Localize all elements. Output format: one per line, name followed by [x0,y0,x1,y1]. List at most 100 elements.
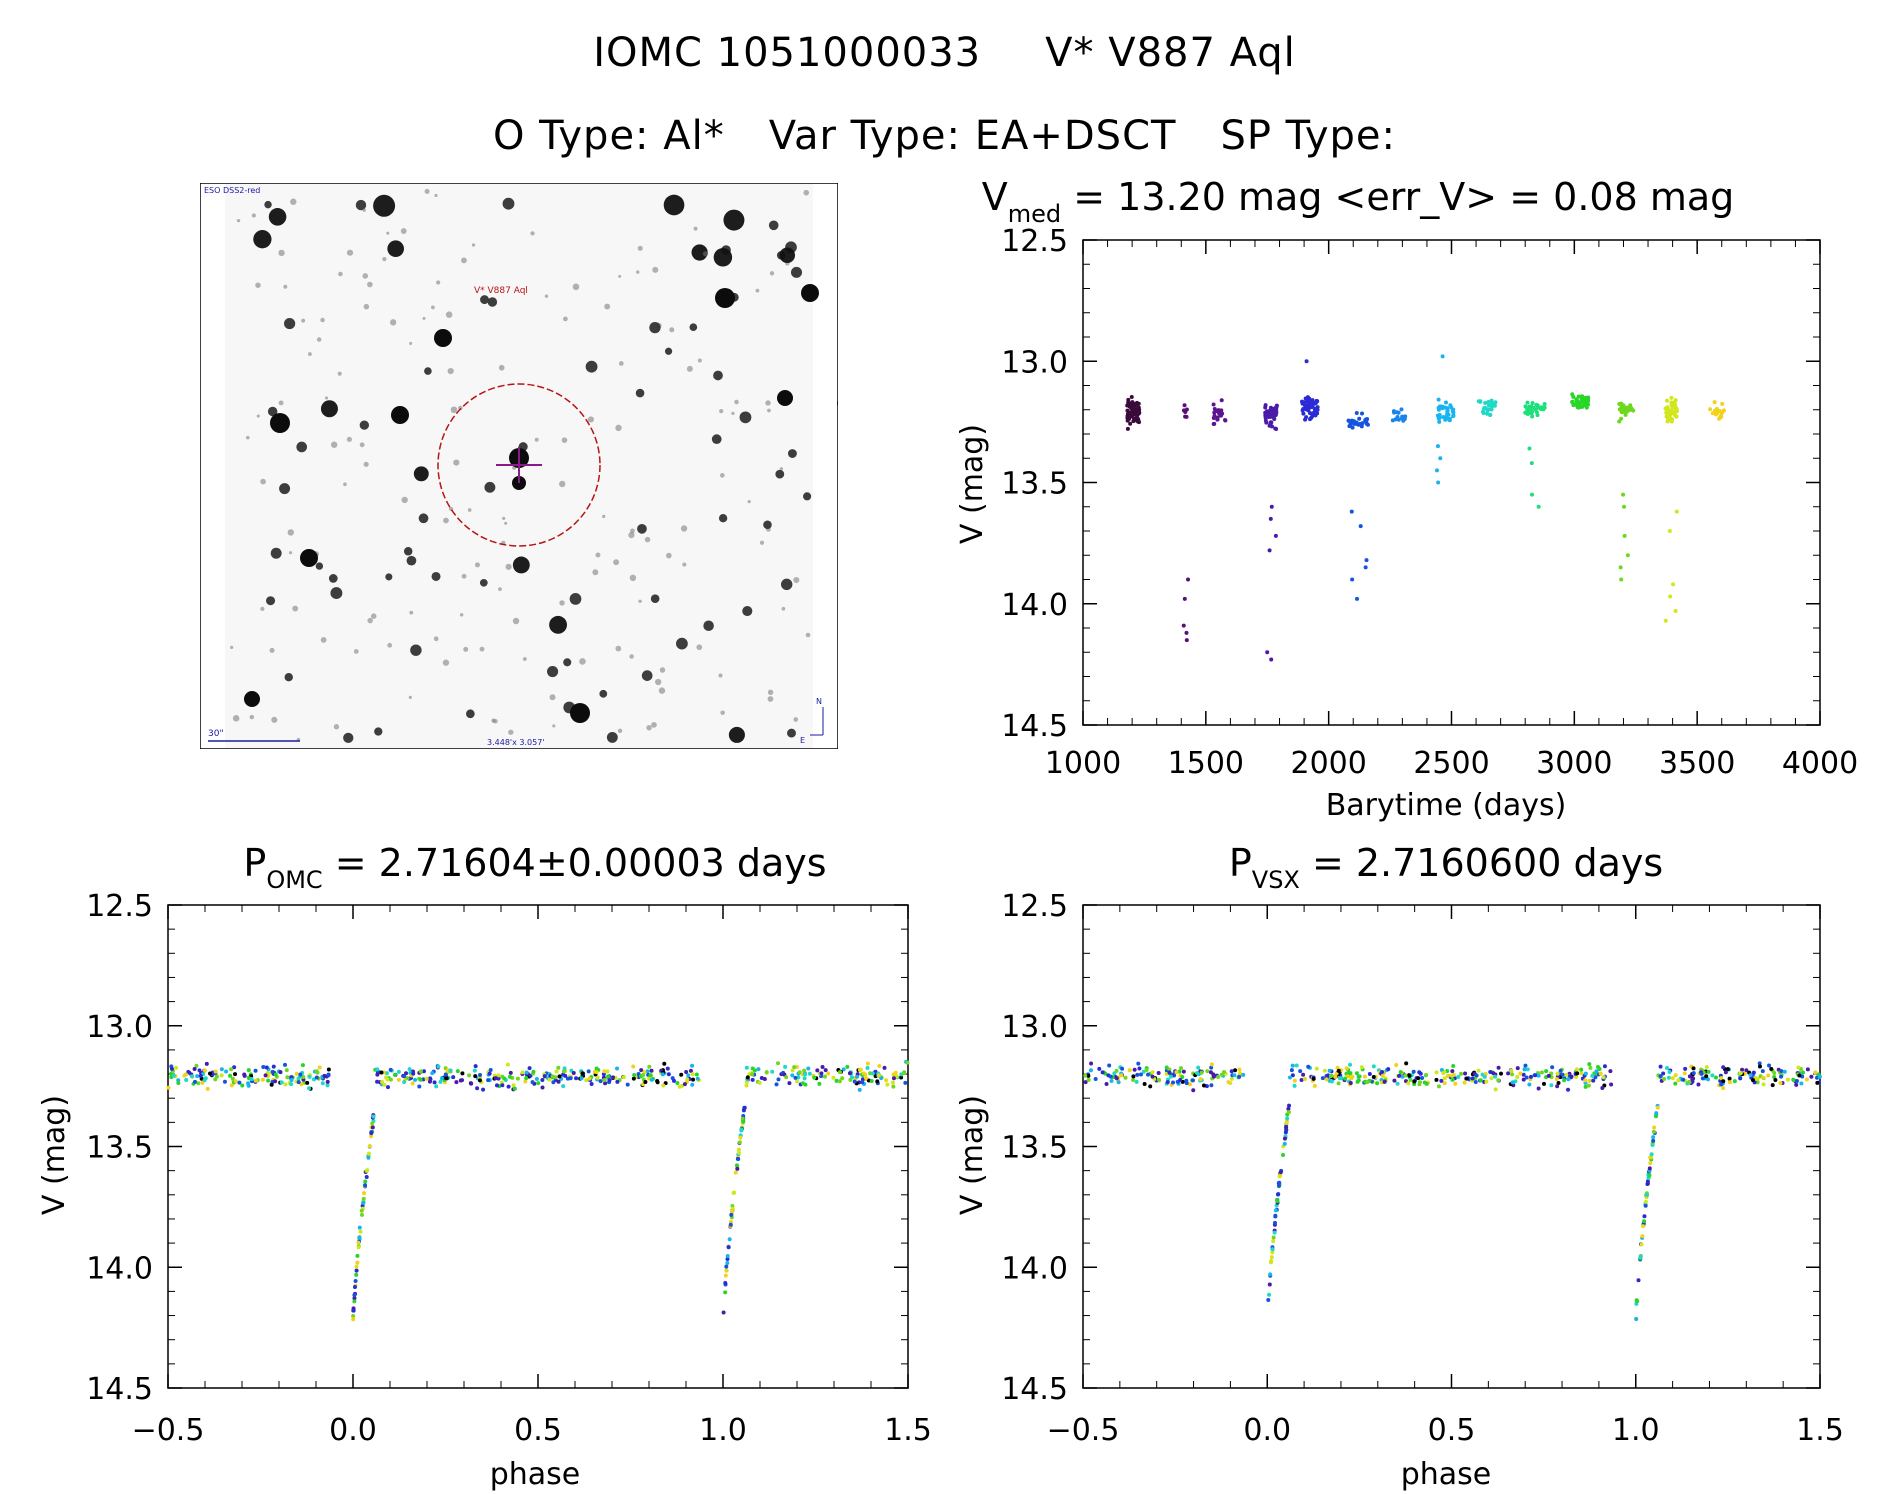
phase_vsx-point [1144,1068,1149,1073]
phase_omc-point [815,1068,820,1073]
phase-vsx-ylabel: V (mag) [955,1095,990,1215]
phase_omc-point [224,1069,229,1074]
lightcurve-point [1580,394,1585,399]
phase_vsx-point [1658,1074,1663,1079]
phase_vsx-point [1704,1074,1709,1079]
phase_vsx-point [1597,1066,1602,1071]
phase_vsx-point [1761,1082,1766,1087]
lightcurve-xtick-label: 2000 [1290,746,1366,781]
sky-star [723,209,745,231]
phase_vsx-point [1634,1298,1639,1303]
phase_omc-point [183,1072,188,1077]
lightcurve-point [1669,404,1674,409]
phase_vsx-point [1794,1079,1799,1084]
phase_vsx-point [1371,1075,1376,1080]
lightcurve-point [1480,409,1485,414]
lightcurve-point [1451,413,1456,418]
phase_vsx-point [1142,1081,1147,1086]
sky-star [587,416,594,423]
sky-star [453,459,460,466]
lightcurve-point [1128,421,1133,426]
lightcurve-point [1359,424,1364,429]
sky-star [650,594,660,603]
lightcurve-xtick-label: 1000 [1045,746,1121,781]
phase_omc-point [733,1170,738,1175]
phase_vsx-point [1285,1116,1290,1121]
phase_vsx-point [1418,1071,1423,1076]
phase_vsx-point [1083,1073,1088,1078]
phase_omc-point [523,1079,528,1084]
lightcurve-point [1447,416,1452,421]
phase_vsx-point [1569,1074,1574,1079]
phase_omc-point [427,1079,432,1084]
phase_omc-point [430,1071,435,1076]
phase_omc-point [817,1081,822,1086]
sky-star [480,295,489,305]
phase_omc-point [860,1077,865,1082]
phase_omc-point [361,1196,366,1201]
phase_vsx-point [1403,1073,1408,1078]
phase_omc-point [524,1076,529,1081]
phase_vsx-xtick-label: 1.0 [1612,1413,1660,1448]
lightcurve-ytick-label: 14.5 [1001,709,1068,744]
phase_vsx-point [1757,1061,1762,1066]
sky-star [230,645,234,650]
phase_omc-point [877,1064,882,1069]
sky-star [659,667,666,673]
figure-title-line2: O Type: Al* Var Type: EA+DSCT SP Type: [0,113,1889,159]
phase_omc-point [432,1080,437,1085]
phase_vsx-point [1135,1072,1140,1077]
sky-star [337,371,342,376]
phase_omc-point [362,1191,367,1196]
lightcurve-point [1350,425,1355,430]
phase_omc-point [445,1067,450,1072]
lightcurve-point [1304,359,1309,364]
sky-star [278,400,284,406]
phase_vsx-point [1634,1317,1639,1322]
phase_omc-point [273,1079,278,1084]
phase_vsx-point [1665,1065,1670,1070]
phase_vsx-point [1639,1242,1644,1247]
phase_omc-point [574,1076,579,1081]
phase_omc-point [494,1083,499,1088]
phase_omc-point [299,1082,304,1087]
phase_vsx-point [1177,1069,1182,1074]
phase_vsx-point [1673,1081,1678,1086]
sky-star [703,620,714,632]
lightcurve-point [1352,421,1357,426]
phase_omc-point [294,1071,299,1076]
phase_omc-point [508,1070,513,1075]
sky-star [767,408,771,413]
sky-star [765,400,771,406]
sky-star [301,318,306,323]
lightcurve-point [1181,408,1186,413]
lightcurve-point [1437,413,1442,418]
phase_vsx-point [1412,1079,1417,1084]
phase_omc-point [284,1068,289,1073]
phase_omc-point [353,1279,358,1284]
phase_vsx-point [1314,1066,1319,1071]
phase_omc-point [556,1079,561,1084]
phase_omc-point [240,1083,245,1088]
phase_vsx-point [1120,1066,1125,1071]
sky-star [373,194,396,217]
lightcurve-point [1530,409,1535,414]
phase_omc-point [645,1069,650,1074]
sky-bright-star [570,703,590,723]
phase_vsx-point [1357,1074,1362,1079]
sky-star [461,257,467,264]
phase_vsx-point [1328,1073,1333,1078]
phase_omc-point [233,1079,238,1084]
lightcurve-point [1486,403,1491,408]
phase_omc-point [176,1080,181,1085]
phase_vsx-point [1767,1063,1772,1068]
phase_omc-point [671,1078,676,1083]
sky-star [353,649,359,654]
phase_vsx-point [1476,1068,1481,1073]
phase_omc-point [607,1078,612,1083]
phase_omc-point [305,1080,310,1085]
phase_vsx-point [1382,1079,1387,1084]
lightcurve-point [1136,418,1141,423]
phase_omc-point [794,1079,799,1084]
phase_omc-point [639,1068,644,1073]
